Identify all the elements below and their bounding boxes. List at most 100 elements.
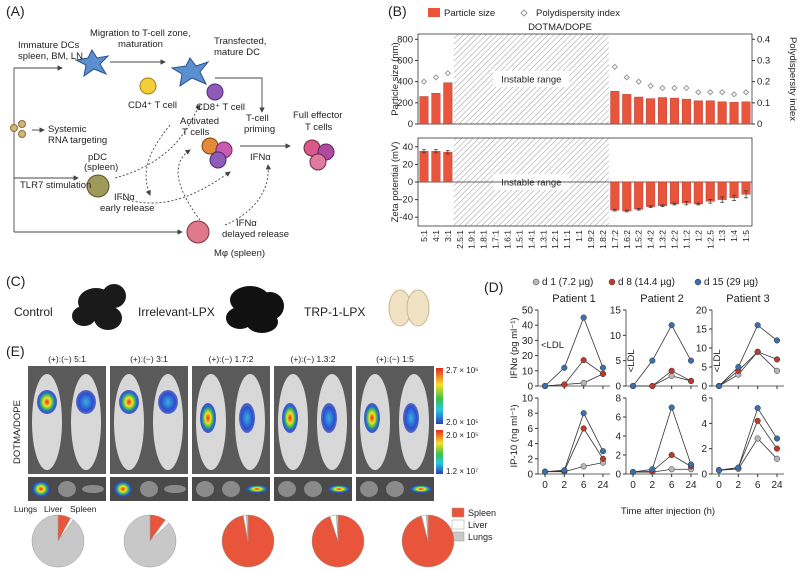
x-tick-label: 1.2:2	[669, 230, 679, 249]
sample-label: TRP-1-LPX	[304, 305, 365, 319]
pdi-point	[444, 69, 452, 77]
diagram-label: (spleen)	[84, 162, 118, 173]
x-tick-label: 1.7:2	[610, 230, 620, 249]
bar	[729, 102, 739, 125]
panel-label: (E)	[6, 343, 25, 359]
colorbar-label: 2.7 × 10⁶	[446, 366, 478, 375]
organ-label: Liver	[44, 504, 63, 514]
x-tick-label: 1:4	[729, 230, 739, 242]
bar	[693, 100, 703, 125]
x-tick-label: 1.8:1	[479, 230, 489, 249]
y-axis-label: IP-10 (ng ml⁻¹)	[509, 404, 520, 467]
series-line	[544, 373, 604, 387]
lpx-particle	[18, 130, 26, 138]
point	[668, 367, 675, 374]
organ-label: Lungs	[14, 504, 37, 514]
x-tick-label: 0	[630, 480, 636, 491]
y2-axis-label: Polydispersity index	[787, 37, 798, 121]
x-tick-label: 4:1	[431, 230, 441, 242]
diagram-label: Immature DCs	[18, 40, 79, 51]
bar	[705, 181, 715, 202]
diagram-label: RNA targeting	[48, 135, 107, 146]
error-bar	[672, 202, 677, 206]
point	[599, 455, 607, 462]
arrow	[215, 77, 265, 113]
activated-t-cell	[201, 137, 219, 155]
y-tick-label: 0	[615, 382, 621, 393]
point	[668, 372, 675, 379]
y-tick-label: 5	[615, 356, 621, 367]
dashed-arrow	[119, 171, 231, 204]
x-tick-label: 2.5:1	[455, 230, 465, 249]
x-tick-label: 1.9:1	[467, 230, 477, 249]
error-bar	[445, 149, 450, 155]
point	[561, 381, 568, 388]
legend-marker	[532, 278, 540, 286]
y-tick-label: 4	[701, 419, 707, 430]
annotation: <LDL	[541, 340, 564, 351]
pdi-point	[707, 89, 714, 96]
legend-swatch	[451, 519, 465, 530]
series-line	[632, 406, 692, 473]
x-tick-label: 0	[716, 480, 722, 491]
colorbar	[436, 430, 443, 474]
series-line	[718, 419, 778, 471]
organ	[410, 485, 432, 493]
legend-swatch	[451, 507, 465, 518]
y-tick-label: 10	[522, 366, 534, 377]
x-tick-label: 3:1	[443, 230, 453, 242]
axes	[711, 398, 784, 475]
y-tick-label: 0	[701, 470, 707, 481]
y-tick-label: 5	[701, 363, 707, 374]
chart-title: Patient 1	[552, 293, 595, 305]
point	[773, 455, 781, 462]
diagram-label: IFNα	[250, 152, 271, 163]
point	[580, 463, 587, 470]
pdi-point	[659, 84, 666, 92]
dashed-arrow	[145, 124, 171, 196]
mature-dc	[170, 57, 210, 88]
y-tick-label: 4	[615, 432, 621, 443]
point	[773, 367, 781, 374]
y-axis-label: Zeta potential (mV)	[390, 142, 401, 223]
signal	[200, 403, 216, 433]
diagram-label: pDC	[88, 152, 107, 163]
pie-slice	[426, 514, 429, 542]
pdi-point	[611, 63, 619, 71]
pdi-point	[683, 84, 690, 92]
x-tick-label: 2	[562, 480, 568, 491]
dashed-arrow	[177, 149, 201, 221]
series-line	[544, 359, 604, 387]
y-tick-label: 0	[408, 177, 413, 188]
y-tick-label: 10	[696, 344, 708, 355]
pdi-point	[647, 82, 654, 90]
bar	[658, 97, 668, 125]
y-tick-label: 0	[408, 119, 413, 130]
signal	[158, 390, 178, 414]
point	[754, 405, 761, 412]
point	[668, 451, 675, 459]
x-tick-label: 1.3:1	[538, 230, 548, 249]
y-tick-label: 30	[522, 336, 534, 347]
y-axis-label: IFNα (pg ml⁻¹)	[509, 317, 520, 378]
bar	[622, 94, 632, 125]
pdi-point	[635, 78, 642, 85]
bar	[431, 93, 441, 125]
y2-tick-label: 0	[757, 119, 762, 130]
x-tick-label: 1.8:2	[598, 230, 608, 249]
x-tick-label: 1.6:2	[622, 230, 632, 249]
bar	[693, 181, 703, 205]
pie-slice	[123, 514, 177, 568]
bar	[419, 150, 429, 183]
legend-marker	[608, 278, 616, 286]
signal	[364, 403, 380, 433]
colorbar-label: 2.0 × 10⁵	[446, 431, 478, 440]
diagram-label: Activated	[180, 116, 219, 127]
series-line	[718, 351, 778, 387]
diagram-label: maturation	[118, 39, 163, 50]
y-tick-label: 400	[397, 77, 413, 88]
x-tick-label: 6	[669, 480, 675, 491]
signal	[321, 403, 337, 433]
legend-label: Spleen	[468, 508, 496, 518]
pdi-point	[420, 78, 428, 85]
